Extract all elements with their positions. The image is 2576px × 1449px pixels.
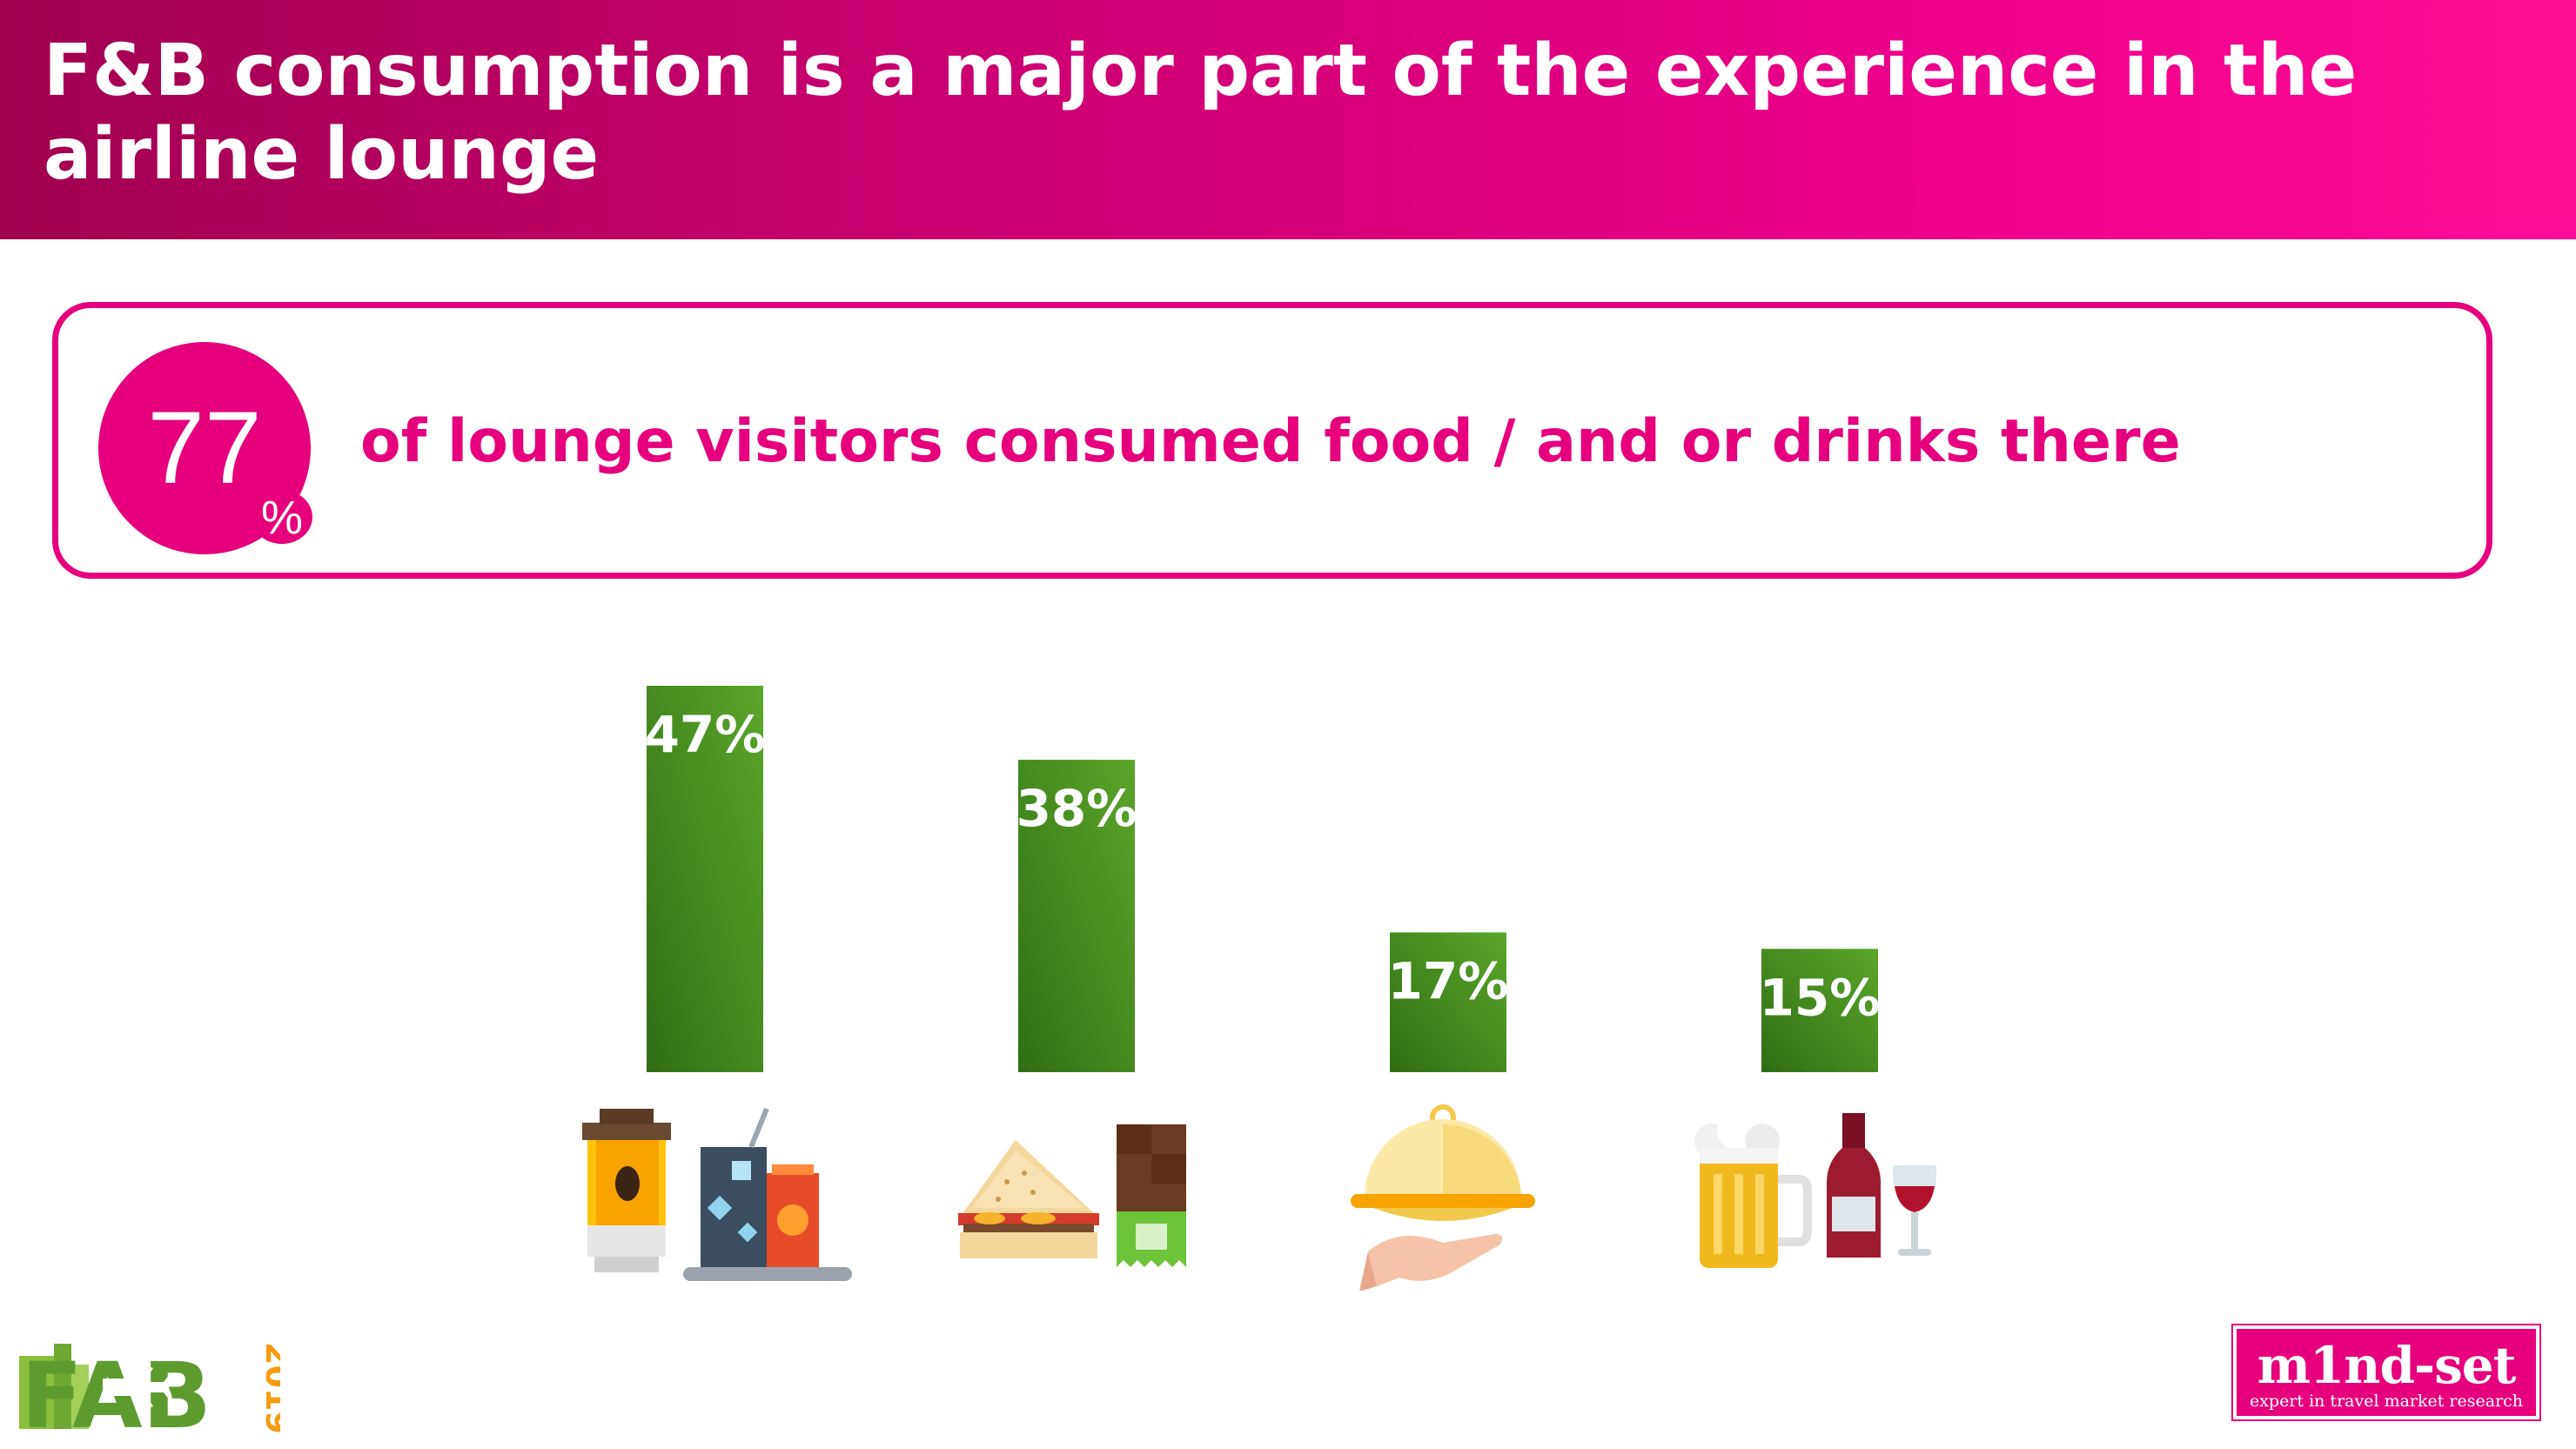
beer-and-wine-icon xyxy=(1694,1111,1937,1268)
mindset-logo-tagline: expert in travel market research xyxy=(2249,1392,2524,1411)
bar-label-3: 17% xyxy=(1388,951,1509,1010)
fab-logo-year: 2019 xyxy=(258,1342,280,1434)
mindset-logo: m1nd-set expert in travel market researc… xyxy=(2233,1325,2539,1419)
highlight-value: 77 xyxy=(147,391,262,506)
bar-1 xyxy=(647,686,763,1072)
bar-4 xyxy=(1761,949,1878,1072)
coffee-and-soda-icon xyxy=(582,1107,852,1281)
sandwich-and-chocolate-icon xyxy=(958,1124,1186,1267)
header-banner: F&B consumption is a major part of the e… xyxy=(0,0,2576,239)
fab-2019-logo: FAB 2019 xyxy=(19,1342,280,1434)
bar-2 xyxy=(1018,760,1135,1072)
bar-3 xyxy=(1390,932,1506,1072)
bar-label-1: 47% xyxy=(645,705,766,764)
page-title: F&B consumption is a major part of the e… xyxy=(44,30,2358,196)
mindset-logo-word: m1nd-set xyxy=(2257,1336,2517,1395)
cloche-meal-icon xyxy=(1351,1104,1535,1291)
highlight-unit: % xyxy=(252,490,312,544)
highlight-box xyxy=(52,302,2492,579)
bar-label-2: 38% xyxy=(1016,779,1137,838)
highlight-text: of lounge visitors consumed food / and o… xyxy=(360,407,2181,476)
bar-label-4: 15% xyxy=(1760,968,1881,1027)
